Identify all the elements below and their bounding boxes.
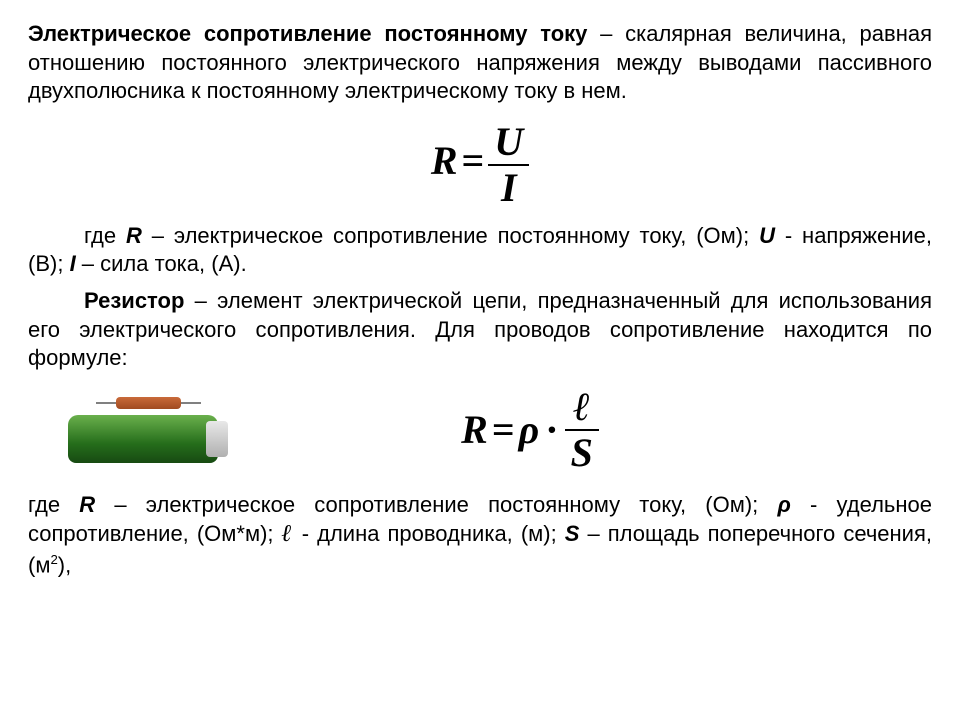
formula-lhs: R — [431, 138, 458, 183]
formula-ohms-law: R=UI — [28, 122, 932, 208]
fraction: UI — [488, 122, 529, 208]
var-S: S — [565, 521, 580, 546]
paragraph-where-1: где R – электрическое сопротивление пост… — [28, 222, 932, 279]
where-prefix: где — [84, 223, 126, 248]
paragraph-definition: Электрическое сопротивление постоянному … — [28, 20, 932, 106]
paragraph-resistor: Резистор – элемент электрической цепи, п… — [28, 287, 932, 373]
numerator-ell: ℓ — [565, 387, 599, 431]
where-prefix-2: где — [28, 492, 79, 517]
equals-sign: = — [458, 138, 489, 183]
numerator: U — [488, 122, 529, 166]
multiply-dot: · — [539, 404, 564, 456]
formula-resistivity-row: R=ρ·ℓS — [28, 387, 932, 473]
var-R: R — [126, 223, 142, 248]
var-rho-2: ρ — [777, 492, 790, 517]
resistor-images — [48, 397, 248, 463]
var-ell: ℓ — [282, 521, 294, 547]
var-S-desc-2: ), — [58, 552, 71, 577]
equals-sign-2: = — [488, 404, 519, 456]
var-rho: ρ — [519, 404, 540, 456]
term-resistance: Электрическое сопротивление постоянному … — [28, 21, 587, 46]
fraction-2: ℓS — [565, 387, 599, 473]
var-R-desc: – электрическое сопротивление постоянном… — [142, 223, 759, 248]
large-resistor-icon — [68, 415, 228, 463]
term-resistor: Резистор — [84, 288, 184, 313]
formula-resistivity: R=ρ·ℓS — [248, 387, 932, 473]
var-ell-desc: - длина проводника, (м); — [294, 521, 565, 546]
denominator: I — [488, 166, 529, 208]
superscript-2: 2 — [50, 552, 57, 567]
var-I-desc: – сила тока, (А). — [76, 251, 247, 276]
denominator-S: S — [565, 431, 599, 473]
paragraph-where-2: где R – электрическое сопротивление пост… — [28, 491, 932, 580]
small-resistor-icon — [96, 397, 201, 409]
formula2-lhs: R — [461, 404, 488, 456]
var-R-desc-2: – электрическое сопротивление постоянном… — [95, 492, 777, 517]
var-R-2: R — [79, 492, 95, 517]
var-U: U — [759, 223, 775, 248]
